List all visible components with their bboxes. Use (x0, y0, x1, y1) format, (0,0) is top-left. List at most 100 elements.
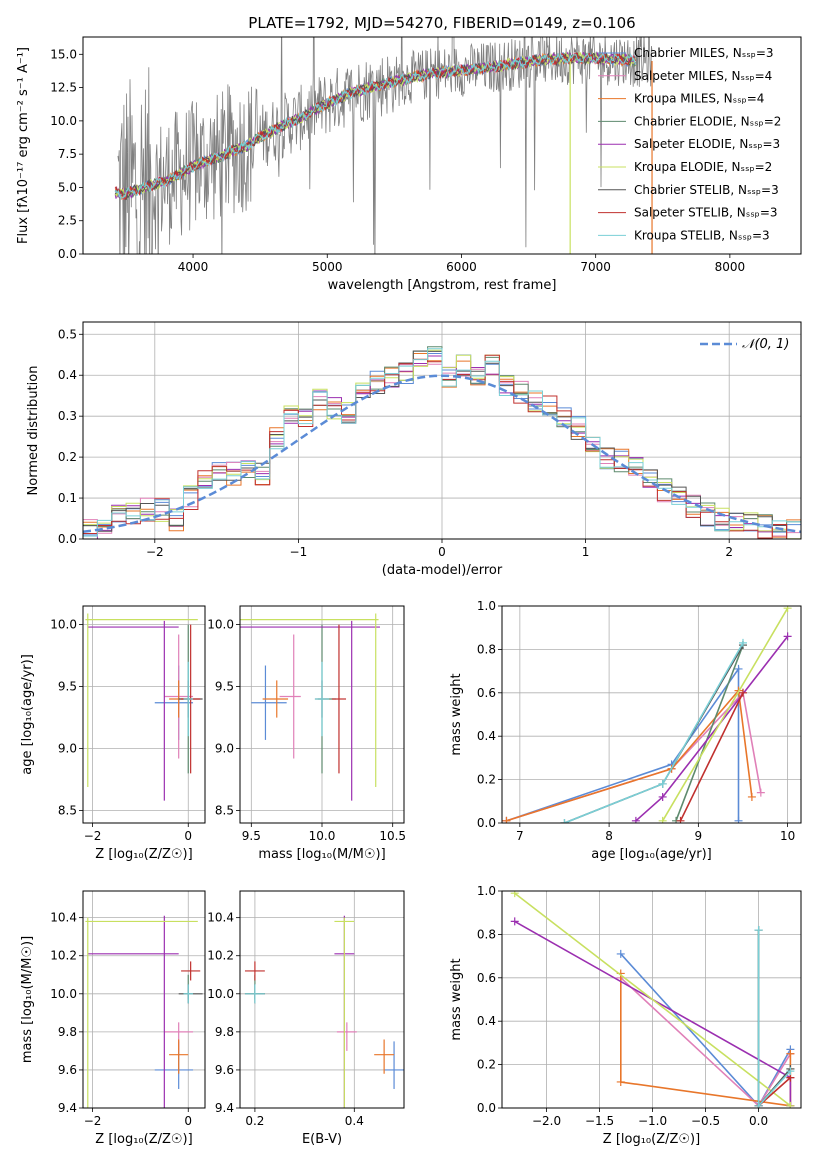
y-tick-label: 0.5 (58, 327, 77, 341)
series-point (754, 1101, 763, 1108)
errorbar-kroupa-stelib (314, 661, 330, 737)
errorbar-salpeter-elodie (240, 620, 380, 801)
series-point (783, 606, 792, 613)
errorbar-kroupa-elodie (85, 613, 198, 788)
x-tick-label: 9.5 (242, 829, 261, 843)
legend-entry: Salpeter STELIB, Nₛₛₚ=3 (634, 206, 778, 220)
series-salpeter-miles (502, 688, 765, 823)
legend-entry: Salpeter MILES, Nₛₛₚ=4 (634, 69, 772, 83)
series-point (616, 1077, 625, 1086)
x-tick-label: −2 (84, 829, 102, 843)
legend-entry: Salpeter ELODIE, Nₛₛₚ=3 (634, 137, 780, 151)
series-point (510, 917, 519, 926)
chart-title: PLATE=1792, MJD=54270, FIBERID=0149, z=0… (248, 14, 635, 32)
plot-area-mass-vs-Z (83, 891, 205, 1108)
errorbar-chabrier-miles (154, 665, 194, 740)
axes-frame (82, 605, 206, 824)
panel-mass-vs-Z: −2 0 9.4 9.6 9.8 10.0 10.2 10.4 Z [log₁₀(Z/Z☉)] m… (20, 890, 206, 1147)
errorbar-chabrier-miles (384, 1041, 404, 1089)
y-axis-label: age [log₁₀(age/yr)] (20, 654, 35, 775)
y-tick-label: 8.5 (215, 804, 234, 818)
series-line (564, 644, 744, 823)
plot-area-massweight-vs-Z (502, 891, 801, 1108)
y-tick-label: 10.4 (207, 911, 234, 925)
y-tick-label: 10.4 (50, 911, 77, 925)
y-axis-label: Normed distribution (26, 366, 41, 496)
y-tick-label: 9.4 (58, 1101, 77, 1115)
errorbar-salpeter-stelib (181, 961, 201, 981)
x-tick-label: 0 (184, 829, 192, 843)
legend-entry: Chabrier ELODIE, Nₛₛₚ=2 (634, 114, 781, 128)
x-tick-label: 10 (780, 829, 795, 843)
y-tick-label: 0.2 (58, 450, 77, 464)
x-tick-label: 10.5 (379, 829, 406, 843)
errorbar-kroupa-stelib (183, 661, 194, 737)
errorbar-salpeter-miles (336, 1022, 357, 1051)
y-tick-label: 8.5 (58, 804, 77, 818)
errorbar-salpeter-miles (279, 634, 301, 759)
series-point (734, 664, 743, 673)
x-tick-label: 2 (725, 545, 733, 559)
axes-frame (82, 36, 802, 255)
y-tick-label: 9.0 (58, 742, 77, 756)
y-tick-label: 0.0 (477, 1101, 496, 1115)
y-tick-label: 10.0 (50, 618, 77, 632)
y-tick-label: 9.5 (58, 680, 77, 694)
series-point (786, 1101, 795, 1108)
x-tick-label: 8000 (715, 260, 746, 274)
x-axis-label: mass [log₁₀(M/M☉)] (258, 847, 385, 862)
x-axis-label: Z [log₁₀(Z/Z☉)] (603, 1132, 700, 1147)
axes-frame (239, 890, 405, 1109)
series-point (747, 792, 756, 801)
plot-area-mass-vs-EBV (240, 891, 404, 1108)
series-chabrier-stelib (560, 641, 747, 823)
y-tick-label: 9.0 (215, 742, 234, 756)
y-tick-label: 0.6 (477, 971, 496, 985)
series-line (506, 688, 753, 822)
legend-entry: 𝒩(0, 1) (742, 337, 789, 352)
y-tick-label: 10.2 (207, 949, 234, 963)
series-line (662, 607, 789, 822)
x-axis-label: Z [log₁₀(Z/Z☉)] (95, 847, 192, 862)
y-tick-label: 0.6 (477, 686, 496, 700)
x-tick-label: 0.2 (245, 1114, 264, 1128)
errorbar-kroupa-elodie (85, 917, 198, 1108)
axes-frame (501, 605, 802, 824)
legend-entry: Chabrier MILES, Nₛₛₚ=3 (634, 46, 774, 60)
series-point (658, 792, 667, 801)
series-point (560, 819, 569, 823)
x-axis-label: E(B-V) (302, 1132, 342, 1147)
histogram-kroupa-stelib (83, 348, 801, 539)
panel-age-vs-mass: 9.5 10.0 10.5 8.5 9.0 9.5 10.0 mass [log₁₀(M/M☉… (207, 605, 406, 862)
series-point (738, 638, 747, 647)
series-point (786, 1049, 795, 1058)
y-tick-label: 9.6 (58, 1063, 77, 1077)
series-kroupa-elodie (658, 606, 792, 823)
legend: Chabrier MILES, Nₛₛₚ=3 Salpeter MILES, Nₛ… (598, 46, 781, 242)
y-tick-label: 10.0 (207, 618, 234, 632)
x-tick-label: −2 (146, 545, 164, 559)
legend: 𝒩(0, 1) (700, 337, 789, 352)
y-tick-label: 0.0 (477, 816, 496, 830)
y-tick-label: 10.0 (50, 114, 77, 128)
y-tick-label: 10.0 (207, 987, 234, 1001)
series-point (510, 891, 519, 898)
series-point (738, 688, 747, 697)
series-line (564, 642, 744, 823)
x-tick-label: 0.4 (345, 1114, 364, 1128)
normal-curve (83, 374, 801, 534)
series-line (679, 692, 744, 822)
series-line (675, 644, 744, 822)
panel-massweight-vs-age: 7 8 9 10 0.0 0.2 0.4 0.6 0.8 1.0 age [log₁₀(age/yr… (449, 599, 802, 862)
y-tick-label: 0.2 (477, 1058, 496, 1072)
x-tick-label: 7000 (580, 260, 611, 274)
plot-area-age-vs-mass (240, 606, 404, 823)
x-tick-label: 5000 (312, 260, 343, 274)
x-axis-label: (data-model)/error (382, 563, 503, 578)
y-tick-label: 9.4 (215, 1101, 234, 1115)
y-tick-label: 12.5 (50, 81, 77, 95)
panel-spectrum: Chabrier MILES, Nₛₛₚ=3 Salpeter MILES, Nₛ… (16, 36, 802, 293)
y-tick-label: 9.6 (215, 1063, 234, 1077)
series-point (502, 816, 511, 823)
y-tick-label: 0.8 (477, 927, 496, 941)
